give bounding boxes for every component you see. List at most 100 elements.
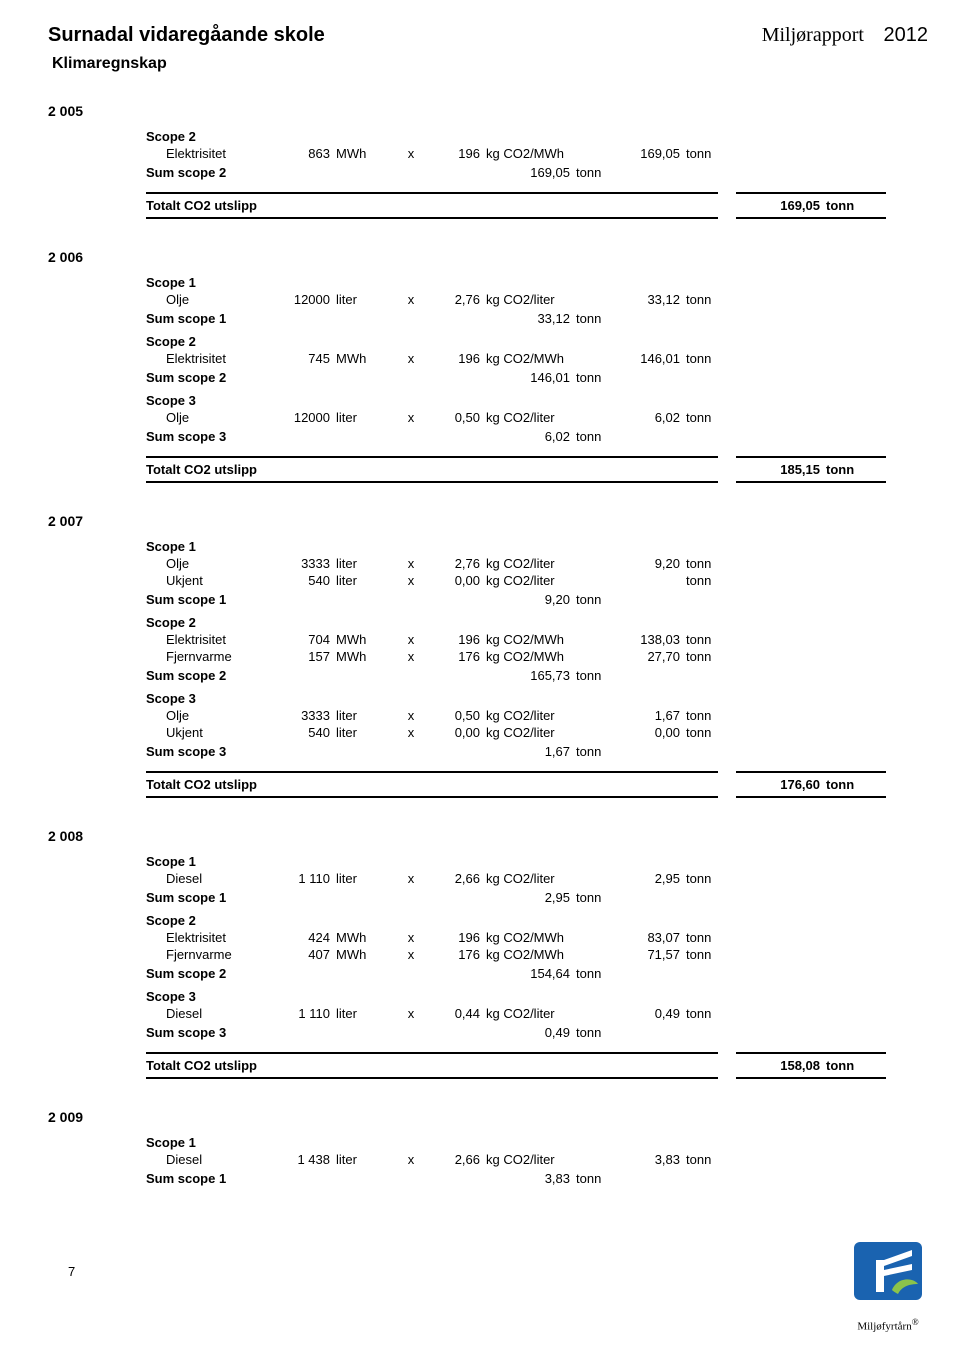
scope-label: Scope 1 bbox=[146, 275, 886, 290]
sum-unit: tonn bbox=[576, 890, 626, 905]
item-qty: 540 bbox=[256, 725, 336, 740]
times-symbol: x bbox=[396, 725, 426, 740]
sum-label: Sum scope 2 bbox=[146, 165, 486, 180]
total-value: 158,08 bbox=[736, 1058, 826, 1073]
item-factor: 196 bbox=[426, 146, 486, 161]
emission-row: Diesel1 110literx2,66kg CO2/liter2,95ton… bbox=[146, 871, 886, 886]
item-value: 6,02 bbox=[596, 410, 686, 425]
item-value-unit: tonn bbox=[686, 632, 736, 647]
item-factor: 0,00 bbox=[426, 725, 486, 740]
item-factor-unit: kg CO2/liter bbox=[486, 556, 596, 571]
item-value-unit: tonn bbox=[686, 573, 736, 588]
emission-row: Fjernvarme157MWhx176kg CO2/MWh27,70tonn bbox=[146, 649, 886, 664]
sum-label: Sum scope 2 bbox=[146, 966, 486, 981]
item-value: 33,12 bbox=[596, 292, 686, 307]
item-value-unit: tonn bbox=[686, 556, 736, 571]
emission-row: Elektrisitet704MWhx196kg CO2/MWh138,03to… bbox=[146, 632, 886, 647]
sum-label: Sum scope 2 bbox=[146, 668, 486, 683]
item-factor: 2,76 bbox=[426, 292, 486, 307]
emission-row: Elektrisitet863MWhx196kg CO2/MWh169,05to… bbox=[146, 146, 886, 161]
sum-value: 9,20 bbox=[486, 592, 576, 607]
item-label: Olje bbox=[146, 410, 256, 425]
item-unit: MWh bbox=[336, 947, 396, 962]
total-value: 185,15 bbox=[736, 462, 826, 477]
times-symbol: x bbox=[396, 292, 426, 307]
scope-label: Scope 3 bbox=[146, 691, 886, 706]
item-value-unit: tonn bbox=[686, 871, 736, 886]
item-value-unit: tonn bbox=[686, 351, 736, 366]
emission-row: Elektrisitet424MWhx196kg CO2/MWh83,07ton… bbox=[146, 930, 886, 945]
item-factor: 0,44 bbox=[426, 1006, 486, 1021]
item-label: Elektrisitet bbox=[146, 351, 256, 366]
sum-value: 1,67 bbox=[486, 744, 576, 759]
item-label: Diesel bbox=[146, 1006, 256, 1021]
sum-unit: tonn bbox=[576, 429, 626, 444]
emission-row: Ukjent540literx0,00kg CO2/litertonn bbox=[146, 573, 886, 588]
item-qty: 3333 bbox=[256, 556, 336, 571]
item-factor-unit: kg CO2/liter bbox=[486, 1152, 596, 1167]
item-factor-unit: kg CO2/liter bbox=[486, 410, 596, 425]
scope-label: Scope 2 bbox=[146, 615, 886, 630]
scope-sum-row: Sum scope 2146,01tonn bbox=[146, 370, 886, 385]
item-factor: 176 bbox=[426, 649, 486, 664]
times-symbol: x bbox=[396, 708, 426, 723]
sum-unit: tonn bbox=[576, 744, 626, 759]
item-unit: liter bbox=[336, 708, 396, 723]
item-value: 0,00 bbox=[596, 725, 686, 740]
sum-unit: tonn bbox=[576, 592, 626, 607]
year-label: 2 006 bbox=[48, 249, 928, 265]
sum-value: 0,49 bbox=[486, 1025, 576, 1040]
sum-value: 169,05 bbox=[486, 165, 576, 180]
emission-row: Elektrisitet745MWhx196kg CO2/MWh146,01to… bbox=[146, 351, 886, 366]
item-label: Ukjent bbox=[146, 573, 256, 588]
item-label: Olje bbox=[146, 556, 256, 571]
item-factor-unit: kg CO2/liter bbox=[486, 708, 596, 723]
year-label: 2 007 bbox=[48, 513, 928, 529]
sum-label: Sum scope 3 bbox=[146, 429, 486, 444]
scope-sum-row: Sum scope 12,95tonn bbox=[146, 890, 886, 905]
item-label: Elektrisitet bbox=[146, 930, 256, 945]
item-value: 2,95 bbox=[596, 871, 686, 886]
scope-sum-row: Sum scope 2165,73tonn bbox=[146, 668, 886, 683]
scope-sum-row: Sum scope 2154,64tonn bbox=[146, 966, 886, 981]
sum-value: 146,01 bbox=[486, 370, 576, 385]
scope-sum-row: Sum scope 30,49tonn bbox=[146, 1025, 886, 1040]
item-unit: liter bbox=[336, 556, 396, 571]
item-value: 71,57 bbox=[596, 947, 686, 962]
report-title: Miljørapport 2012 bbox=[762, 24, 928, 47]
item-unit: liter bbox=[336, 1152, 396, 1167]
sum-unit: tonn bbox=[576, 1171, 626, 1186]
total-value: 176,60 bbox=[736, 777, 826, 792]
times-symbol: x bbox=[396, 871, 426, 886]
report-year: 2012 bbox=[884, 24, 929, 46]
year-total-row: Totalt CO2 utslipp158,08tonn bbox=[146, 1052, 886, 1079]
total-unit: tonn bbox=[826, 462, 876, 477]
scope-label: Scope 2 bbox=[146, 334, 886, 349]
item-unit: MWh bbox=[336, 649, 396, 664]
item-qty: 1 438 bbox=[256, 1152, 336, 1167]
org-title: Surnadal vidaregåande skole bbox=[48, 24, 325, 47]
scope-label: Scope 2 bbox=[146, 913, 886, 928]
item-factor-unit: kg CO2/liter bbox=[486, 573, 596, 588]
total-value: 169,05 bbox=[736, 198, 826, 213]
scope-sum-row: Sum scope 19,20tonn bbox=[146, 592, 886, 607]
item-label: Elektrisitet bbox=[146, 146, 256, 161]
item-value-unit: tonn bbox=[686, 146, 736, 161]
item-unit: MWh bbox=[336, 632, 396, 647]
scope-label: Scope 2 bbox=[146, 129, 886, 144]
scope-sum-row: Sum scope 36,02tonn bbox=[146, 429, 886, 444]
item-label: Elektrisitet bbox=[146, 632, 256, 647]
item-factor-unit: kg CO2/MWh bbox=[486, 930, 596, 945]
item-factor-unit: kg CO2/liter bbox=[486, 292, 596, 307]
sum-unit: tonn bbox=[576, 1025, 626, 1040]
item-qty: 1 110 bbox=[256, 1006, 336, 1021]
total-unit: tonn bbox=[826, 777, 876, 792]
scope-label: Scope 1 bbox=[146, 1135, 886, 1150]
scope-label: Scope 3 bbox=[146, 989, 886, 1004]
item-value: 9,20 bbox=[596, 556, 686, 571]
item-factor-unit: kg CO2/MWh bbox=[486, 351, 596, 366]
item-factor-unit: kg CO2/MWh bbox=[486, 649, 596, 664]
scope-sum-row: Sum scope 2169,05tonn bbox=[146, 165, 886, 180]
item-qty: 424 bbox=[256, 930, 336, 945]
sum-unit: tonn bbox=[576, 311, 626, 326]
